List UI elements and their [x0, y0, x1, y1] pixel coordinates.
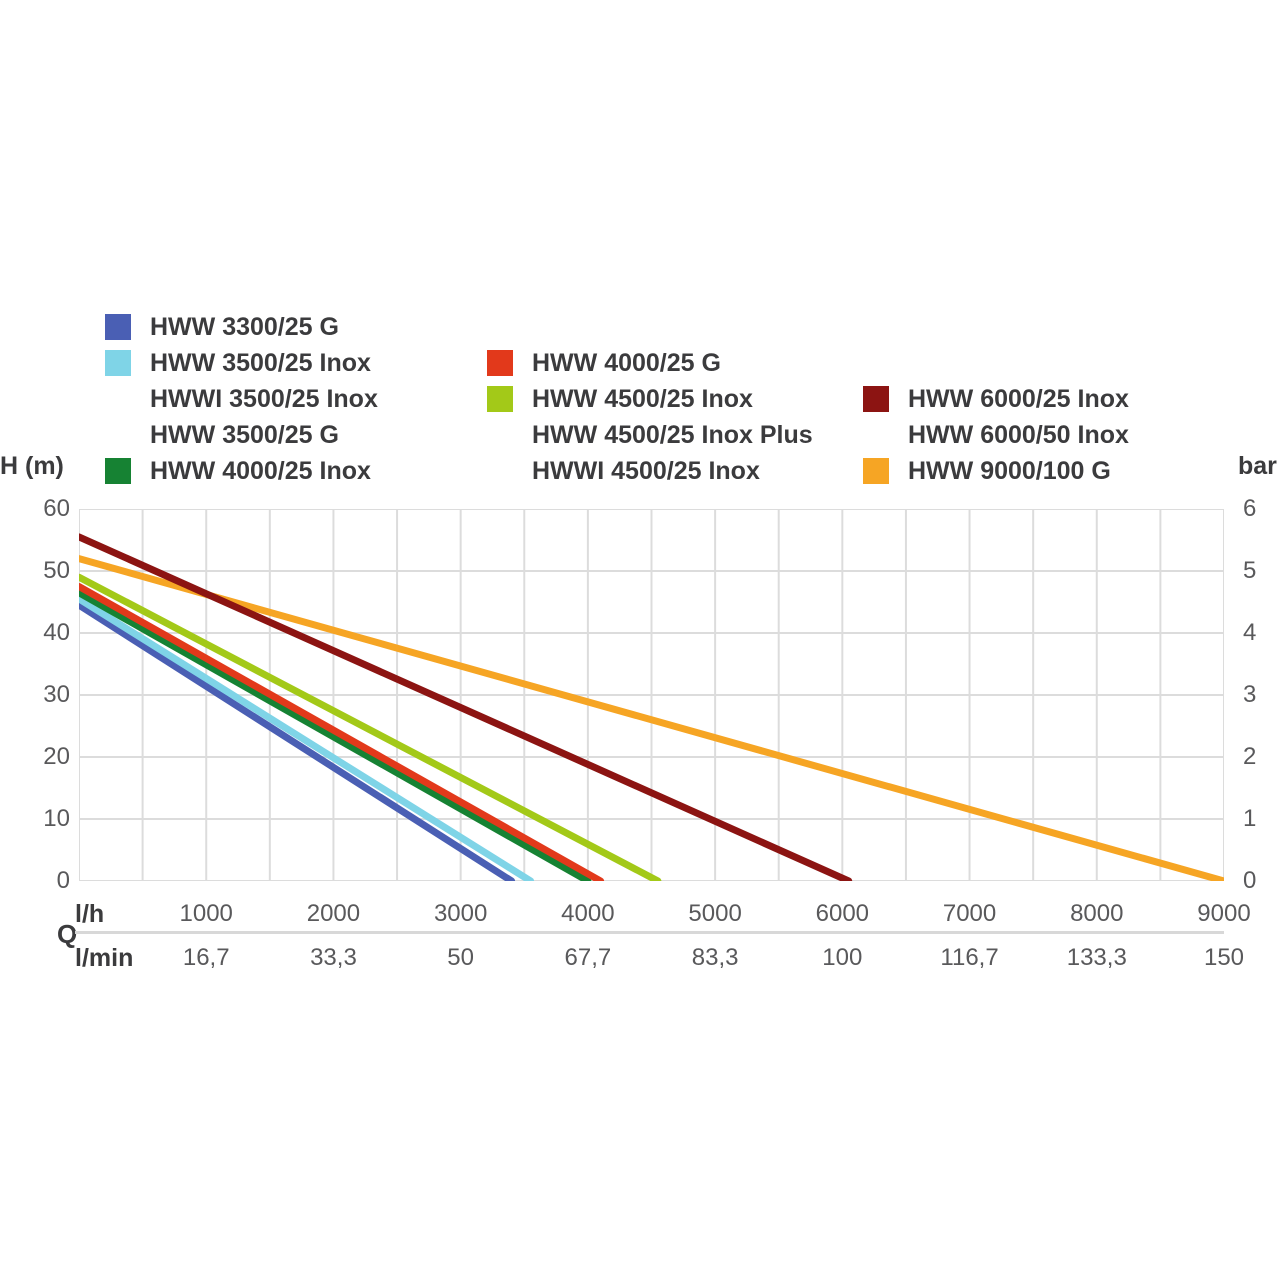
- y-left-tick-20: 20: [43, 743, 70, 770]
- legend-item-label: HWW 4500/25 Inox: [532, 384, 753, 413]
- legend-item: HWW 3300/25 G: [105, 309, 378, 345]
- y-left-axis-title: H (m): [0, 452, 64, 480]
- x-tick-lmin-50: 50: [447, 944, 474, 971]
- y-right-tick-2: 2: [1243, 743, 1257, 770]
- y-left-tick-30: 30: [43, 681, 70, 708]
- legend-item-label: HWWI 3500/25 Inox: [150, 384, 378, 413]
- x-tick-lmin-33,3: 33,3: [310, 944, 357, 971]
- legend-color-swatch: [487, 386, 513, 412]
- x-tick-lh-1000: 1000: [179, 900, 233, 927]
- x-tick-lmin-83,3: 83,3: [691, 944, 739, 971]
- x-axis-divider: [75, 931, 1224, 934]
- x-axis-unit-lmin: l/min: [75, 944, 134, 972]
- curve-hww-4000-25-inox: [79, 589, 592, 881]
- legend-color-swatch: [105, 458, 131, 484]
- legend-item-label: HWW 4000/25 Inox: [150, 456, 371, 485]
- x-tick-lmin-100: 100: [822, 944, 863, 971]
- x-tick-lmin-116,7: 116,7: [940, 944, 999, 971]
- legend-column-1: HWW 3300/25 G HWW 3500/25 Inox HWWI 3500/2…: [105, 309, 378, 489]
- x-axis-symbol-q: Q: [57, 919, 78, 949]
- x-tick-lh-8000: 8000: [1070, 900, 1124, 927]
- y-left-tick-50: 50: [43, 557, 70, 584]
- legend-item-label: HWW 3500/25 Inox: [150, 348, 371, 377]
- legend-item-label: HWW 4500/25 Inox Plus: [532, 420, 813, 449]
- y-left-tick-60: 60: [43, 495, 70, 522]
- x-tick-lh-5000: 5000: [688, 900, 742, 927]
- legend-swatch-spacer: [105, 422, 131, 448]
- y-right-tick-6: 6: [1243, 495, 1257, 522]
- legend-item: HWW 9000/100 G: [863, 453, 1129, 489]
- legend-item: HWWI 4500/25 Inox: [487, 453, 813, 489]
- y-left-tick-40: 40: [43, 619, 70, 646]
- legend-swatch-spacer: [863, 422, 889, 448]
- legend-item: HWW 3500/25 Inox: [105, 345, 378, 381]
- legend-item-label: HWW 4000/25 G: [532, 348, 721, 377]
- legend-color-swatch: [863, 458, 889, 484]
- y-right-axis-title: bar: [1238, 452, 1277, 480]
- legend-swatch-spacer: [487, 422, 513, 448]
- curve-hww-3300-25-g: [79, 601, 516, 881]
- legend-item: HWW 4000/25 G: [487, 345, 813, 381]
- legend-swatch-spacer: [487, 458, 513, 484]
- legend-item: HWWI 3500/25 Inox: [105, 381, 378, 417]
- legend-item-label: HWW 3300/25 G: [150, 312, 339, 341]
- legend-item: HWW 3500/25 G: [105, 417, 378, 453]
- y-left-tick-10: 10: [43, 805, 70, 832]
- legend-item: HWW 6000/50 Inox: [863, 417, 1129, 453]
- curve-hww-6000-25-inox: [79, 533, 853, 881]
- curve-hww-4000-25-g: [79, 583, 605, 881]
- legend-item-label: HWW 6000/25 Inox: [908, 384, 1129, 413]
- legend-color-swatch: [487, 350, 513, 376]
- x-tick-lh-4000: 4000: [561, 900, 615, 927]
- legend-item-label: HWW 6000/50 Inox: [908, 420, 1129, 449]
- x-tick-lmin-150: 150: [1203, 944, 1245, 971]
- curve-hww-9000-100-g: [79, 555, 1224, 881]
- legend-swatch-spacer: [105, 386, 131, 412]
- legend-item-label: HWW 9000/100 G: [908, 456, 1111, 485]
- legend-item: HWW 6000/25 Inox: [863, 381, 1129, 417]
- x-tick-lmin-133,3: 133,3: [1066, 944, 1127, 971]
- x-tick-lh-6000: 6000: [815, 900, 870, 927]
- x-tick-lmin-67,7: 67,7: [564, 944, 612, 971]
- y-right-tick-0: 0: [1243, 867, 1257, 894]
- legend-item: HWW 4000/25 Inox: [105, 453, 378, 489]
- x-tick-lh-2000: 2000: [306, 900, 361, 927]
- x-tick-lmin-16,7: 16,7: [182, 944, 230, 971]
- legend-color-swatch: [105, 314, 131, 340]
- y-left-tick-0: 0: [56, 867, 70, 894]
- x-tick-lh-7000: 7000: [942, 900, 997, 927]
- y-right-tick-5: 5: [1243, 557, 1257, 584]
- x-tick-lh-9000: 9000: [1197, 900, 1251, 927]
- curve-hww-3500-25-inox: [79, 595, 535, 881]
- plot-area: [79, 509, 1224, 881]
- legend-item: HWW 4500/25 Inox Plus: [487, 417, 813, 453]
- curve-hww-4500-25-inox: [79, 573, 662, 881]
- y-right-tick-3: 3: [1243, 681, 1257, 708]
- legend-column-3: HWW 6000/25 Inox HWW 6000/50 Inox HWW 9000…: [863, 381, 1129, 489]
- legend-item-label: HWW 3500/25 G: [150, 420, 339, 449]
- legend-item: HWW 4500/25 Inox: [487, 381, 813, 417]
- y-right-tick-1: 1: [1243, 805, 1257, 832]
- legend-item-label: HWWI 4500/25 Inox: [532, 456, 760, 485]
- y-right-tick-4: 4: [1243, 619, 1257, 646]
- legend-color-swatch: [105, 350, 131, 376]
- legend-color-swatch: [863, 386, 889, 412]
- x-axis-unit-lh: l/h: [75, 900, 105, 928]
- legend-column-2: HWW 4000/25 G HWW 4500/25 Inox HWW 4500/25…: [487, 345, 813, 489]
- x-tick-lh-3000: 3000: [433, 900, 488, 927]
